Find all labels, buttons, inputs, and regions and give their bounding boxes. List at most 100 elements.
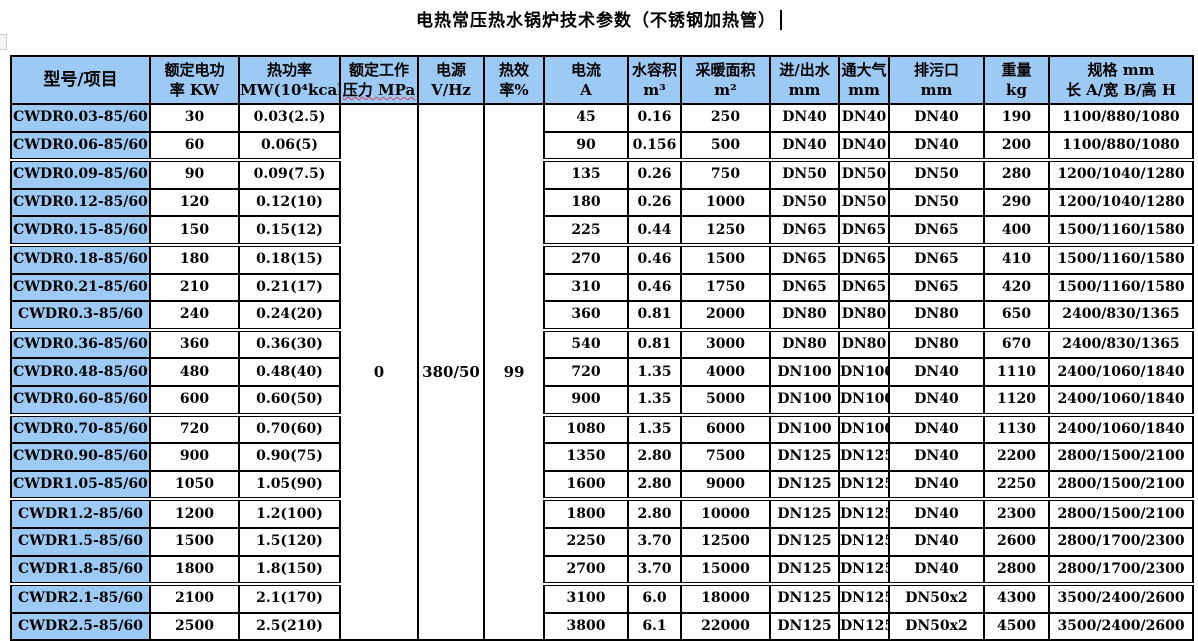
header-line1: 重量 [1001,61,1032,79]
table-cell: 90 [149,158,240,190]
table-row: CWDR0.03-85/60 30 0.03(2.5) 0 380/50 99 45 0.16… [10,102,1194,641]
column-header: 排污口 mm [888,55,985,105]
table-cell: DN80 [838,300,890,331]
table-cell: 15000 [680,554,771,586]
table-cell: 10000 [680,497,771,529]
table-cell: 540 [543,327,629,360]
header-line1: 规格 mm [1087,61,1155,79]
table-cell: 3800 [543,611,629,641]
table-cell: 2000 [680,300,771,331]
table-cell: 0.26 [627,158,682,190]
table-cell: 0.90(75) [238,442,341,472]
table-cell: 290 [983,187,1050,218]
table-cell: DN80 [769,327,840,360]
table-row: CWDR2.1-85/60 2100 2.1(170) 3100 6.0 18000 DN1… [10,582,1194,614]
table-cell: 2800/1500/2100 [1048,497,1194,529]
document-title: 电热常压热水锅炉技术参数（不锈钢加热管） [0,6,1198,31]
column-header: 重量 kg [983,55,1050,105]
table-cell: 3500/2400/2600 [1048,582,1194,614]
table-cell: DN125 [769,554,840,586]
table-cell: 500 [680,130,771,162]
table-cell: 0.26 [627,187,682,218]
header-line1: 水容积 [631,61,677,79]
table-row: CWDR1.05-85/60 1050 1.05(90) 1600 2.80 9000 DN… [10,469,1194,501]
table-cell: DN40 [888,554,985,586]
table-row: CWDR0.06-85/60 60 0.06(5) 90 0.156 500 DN40 DN4… [10,130,1194,162]
table-cell: DN125 [838,611,890,641]
table-cell: 4300 [983,582,1050,614]
header-line1: 排污口 [913,61,959,79]
table-cell: 190 [983,103,1050,133]
table-cell: 0.09(7.5) [238,158,341,190]
table-cell: DN125 [838,497,890,529]
table-cell: 1080 [543,412,629,445]
column-header: 规格 mm 长 A/宽 B/高 H [1048,55,1194,105]
table-row: CWDR0.15-85/60 150 0.15(12) 225 0.44 1250 DN65… [10,215,1194,246]
merged-cell-pressure: 0 [339,102,419,641]
merged-cell-efficiency: 99 [483,102,545,641]
column-header: 水容积 m³ [627,55,682,105]
table-cell: 1500/1160/1580 [1048,242,1194,275]
table-cell: DN100 [838,357,890,387]
title-text: 电热常压热水锅炉技术参数（不锈钢加热管） [416,11,776,31]
table-cell: DN125 [838,554,890,586]
model-cell: CWDR0.60-85/60 [10,384,151,416]
column-header: 电流 A [543,55,629,105]
table-cell: DN65 [769,242,840,275]
table-cell: 2.80 [627,442,682,472]
row-marker[interactable] [0,34,7,50]
table-cell: DN40 [888,357,985,387]
table-cell: DN40 [888,412,985,445]
table-cell: 0.44 [627,215,682,246]
column-header: 型号/项目 [10,55,151,105]
model-cell: CWDR1.05-85/60 [10,469,151,501]
table-cell: 2800 [983,554,1050,586]
table-cell: DN125 [769,526,840,557]
table-cell: 12500 [680,526,771,557]
table-cell: 6000 [680,412,771,445]
table-cell: 30 [149,103,240,133]
header-line2: A [580,81,592,99]
table-cell: 6.0 [627,582,682,614]
table-cell: 90 [543,130,629,162]
table-cell: 0.48(40) [238,357,341,387]
table-row: CWDR0.60-85/60 600 0.60(50) 900 1.35 5000 DN10… [10,384,1194,416]
model-cell: CWDR0.03-85/60 [10,103,151,133]
merged-cell-power-supply: 380/50 [417,102,485,641]
table-cell: 1.05(90) [238,469,341,501]
table-cell: 0.156 [627,130,682,162]
model-cell: CWDR0.15-85/60 [10,215,151,246]
table-cell: DN125 [769,469,840,501]
header-line1: 额定工作 [348,61,409,79]
header-line2: mm [788,81,821,99]
table-cell: 0.70(60) [238,412,341,445]
table-cell: DN65 [888,272,985,303]
table-row: CWDR1.2-85/60 1200 1.2(100) 1800 2.80 10000 DN… [10,497,1194,529]
table-cell: 1600 [543,469,629,501]
table-cell: 280 [983,158,1050,190]
table-cell: DN40 [769,103,840,133]
table-cell: DN100 [769,357,840,387]
table-cell: 250 [680,103,771,133]
table-cell: DN80 [888,327,985,360]
table-cell: 1120 [983,384,1050,416]
table-cell: 0.46 [627,272,682,303]
model-cell: CWDR1.8-85/60 [10,554,151,586]
header-line2: 率 KW [169,81,220,99]
table-cell: 22000 [680,611,771,641]
table-cell: 6.1 [627,611,682,641]
table-cell: 2800/1500/2100 [1048,469,1194,501]
table-cell: 5000 [680,384,771,416]
table-cell: 2.80 [627,469,682,501]
table-cell: 2500 [149,611,240,641]
table-cell: 1.2(100) [238,497,341,529]
table-cell: 1200 [149,497,240,529]
table-cell: DN40 [888,497,985,529]
table-cell: 410 [983,242,1050,275]
header-line2: MW(10⁴kcal) [240,81,340,99]
table-cell: 9000 [680,469,771,501]
table-cell: DN50 [888,187,985,218]
table-cell: DN100 [838,412,890,445]
table-cell: DN125 [838,582,890,614]
table-cell: DN100 [769,384,840,416]
